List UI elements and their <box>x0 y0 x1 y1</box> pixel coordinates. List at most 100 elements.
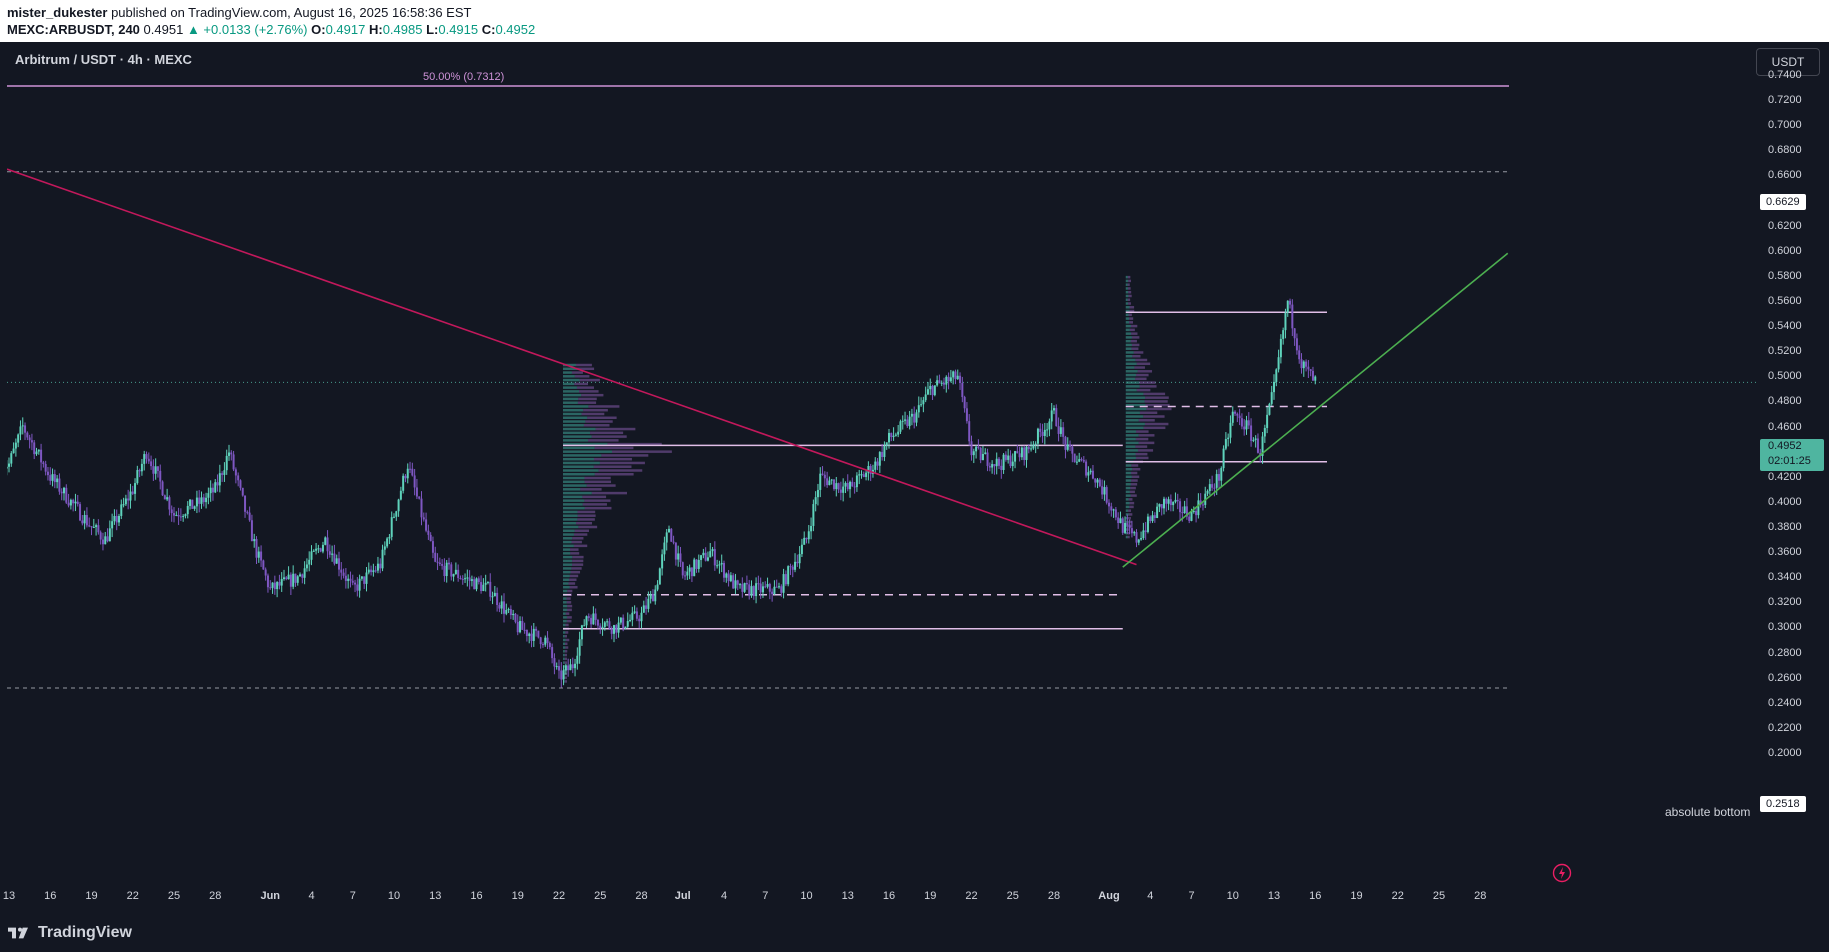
volume-profile-bar-down <box>1131 475 1140 479</box>
candle-body <box>1284 312 1287 331</box>
candle-body <box>237 475 240 481</box>
candle-body <box>1211 484 1214 488</box>
currency-button[interactable]: USDT <box>1756 48 1820 76</box>
volume-profile-bar-down <box>591 435 627 438</box>
candle-body <box>443 565 446 577</box>
price-tick-label: 0.3000 <box>1768 621 1802 634</box>
volume-profile-bar-up <box>1125 445 1136 448</box>
candle-body <box>583 625 586 627</box>
volume-profile-bar-down <box>1128 290 1132 294</box>
candle-body <box>819 473 822 490</box>
candle-body <box>1105 487 1108 503</box>
volume-profile-bar-down <box>578 525 598 529</box>
candle-body <box>415 487 418 497</box>
candle-body <box>301 574 304 578</box>
lightning-icon[interactable] <box>1552 863 1572 883</box>
candle-body <box>803 537 806 545</box>
time-tick-label: 4 <box>1147 890 1154 902</box>
volume-profile-bar-up <box>563 375 575 378</box>
candle-body <box>255 539 258 558</box>
candle-body <box>60 491 63 494</box>
candle-body <box>794 561 797 570</box>
chart-canvas[interactable] <box>7 44 1759 914</box>
volume-profile-bar-up <box>563 544 574 548</box>
candle-body <box>124 498 127 505</box>
tradingview-logo[interactable]: TradingView <box>8 924 132 942</box>
volume-profile-bar-up <box>563 634 565 638</box>
candle-body <box>661 554 664 569</box>
volume-profile-bar-down <box>1131 343 1140 347</box>
volume-profile-bar-up <box>1125 309 1130 313</box>
candle-body <box>606 621 609 623</box>
author-name[interactable]: mister_dukester <box>7 5 108 20</box>
price-tick-label: 0.2200 <box>1768 721 1802 734</box>
time-axis[interactable]: 13 16 19 22 25 28 Jun 4 7 10 13 16 19 22 25 28 Jul 4 7 10 13… <box>0 890 1760 914</box>
candle-body <box>805 537 808 540</box>
candle-body <box>305 564 308 569</box>
candle-body <box>709 551 712 558</box>
candle-body <box>757 583 760 585</box>
price-tick-label: 0.4800 <box>1768 395 1802 408</box>
volume-profile-bar-down <box>1136 430 1149 433</box>
candle-body <box>920 404 923 406</box>
candle-body <box>690 567 693 577</box>
volume-profile-bar-up <box>1125 279 1129 283</box>
volume-profile-bar-down <box>1127 532 1130 535</box>
candle-body <box>759 583 762 593</box>
candle-body <box>1158 504 1161 507</box>
candle-body <box>619 617 622 623</box>
volume-profile-bar-up <box>1125 498 1129 501</box>
candle-body <box>1179 501 1182 513</box>
volume-profile-bar-up <box>563 563 573 566</box>
volume-profile-bar-down <box>1127 283 1130 286</box>
volume-profile-bar-up <box>563 424 584 427</box>
candle-body <box>397 499 400 512</box>
price-tick-label: 0.2800 <box>1768 646 1802 659</box>
candle-body <box>697 559 700 569</box>
candle-body <box>1215 474 1218 488</box>
candle-body <box>399 490 402 500</box>
candle-body <box>750 586 753 596</box>
candle-body <box>975 446 978 452</box>
candle-body <box>771 591 774 595</box>
volume-profile-bar-down <box>594 457 632 461</box>
chart-pane[interactable]: Arbitrum / USDT · 4h · MEXC 50.00% (0.73… <box>7 44 1759 914</box>
volume-profile-bar-up <box>563 601 567 604</box>
candle-body <box>431 541 434 553</box>
price-axis[interactable]: 0.74000.72000.70000.68000.66000.64000.62… <box>1760 44 1829 914</box>
volume-profile-bar-down <box>564 634 567 638</box>
candle-body <box>250 520 253 542</box>
volume-profile-bar-down <box>570 570 581 574</box>
candle-body <box>1250 425 1253 441</box>
volume-profile-bar-down <box>574 375 590 378</box>
time-tick-label: 13 <box>841 890 854 902</box>
candle-body <box>546 637 549 644</box>
volume-profile-bar-down <box>1139 385 1157 388</box>
candle-body <box>1307 366 1310 370</box>
candle-body <box>968 421 971 442</box>
volume-profile-bar-down <box>1129 309 1135 313</box>
candle-body <box>498 605 501 609</box>
time-tick-label: 19 <box>1350 890 1363 902</box>
candle-body <box>99 532 102 540</box>
candle-body <box>1014 451 1017 462</box>
time-tick-label: Aug <box>1098 890 1120 902</box>
volume-profile-bar-up <box>563 476 585 480</box>
candle-body <box>551 647 554 659</box>
candle-body <box>1046 429 1049 431</box>
volume-profile-bar-down <box>566 616 572 619</box>
volume-profile-bar-up <box>1125 392 1144 396</box>
candle-body <box>1087 472 1090 476</box>
candle-body <box>1213 487 1216 489</box>
candle-body <box>532 628 535 641</box>
candle-body <box>438 562 441 565</box>
candle-body <box>1247 420 1250 426</box>
candle-body <box>209 487 212 494</box>
volume-profile-bar-up <box>1125 328 1130 332</box>
volume-profile-bar-up <box>563 473 595 476</box>
candle-body <box>940 382 943 384</box>
candle-body <box>775 586 778 588</box>
volume-profile-bar-up <box>1125 479 1132 482</box>
candle-body <box>211 487 214 493</box>
candle-body <box>1020 447 1023 458</box>
